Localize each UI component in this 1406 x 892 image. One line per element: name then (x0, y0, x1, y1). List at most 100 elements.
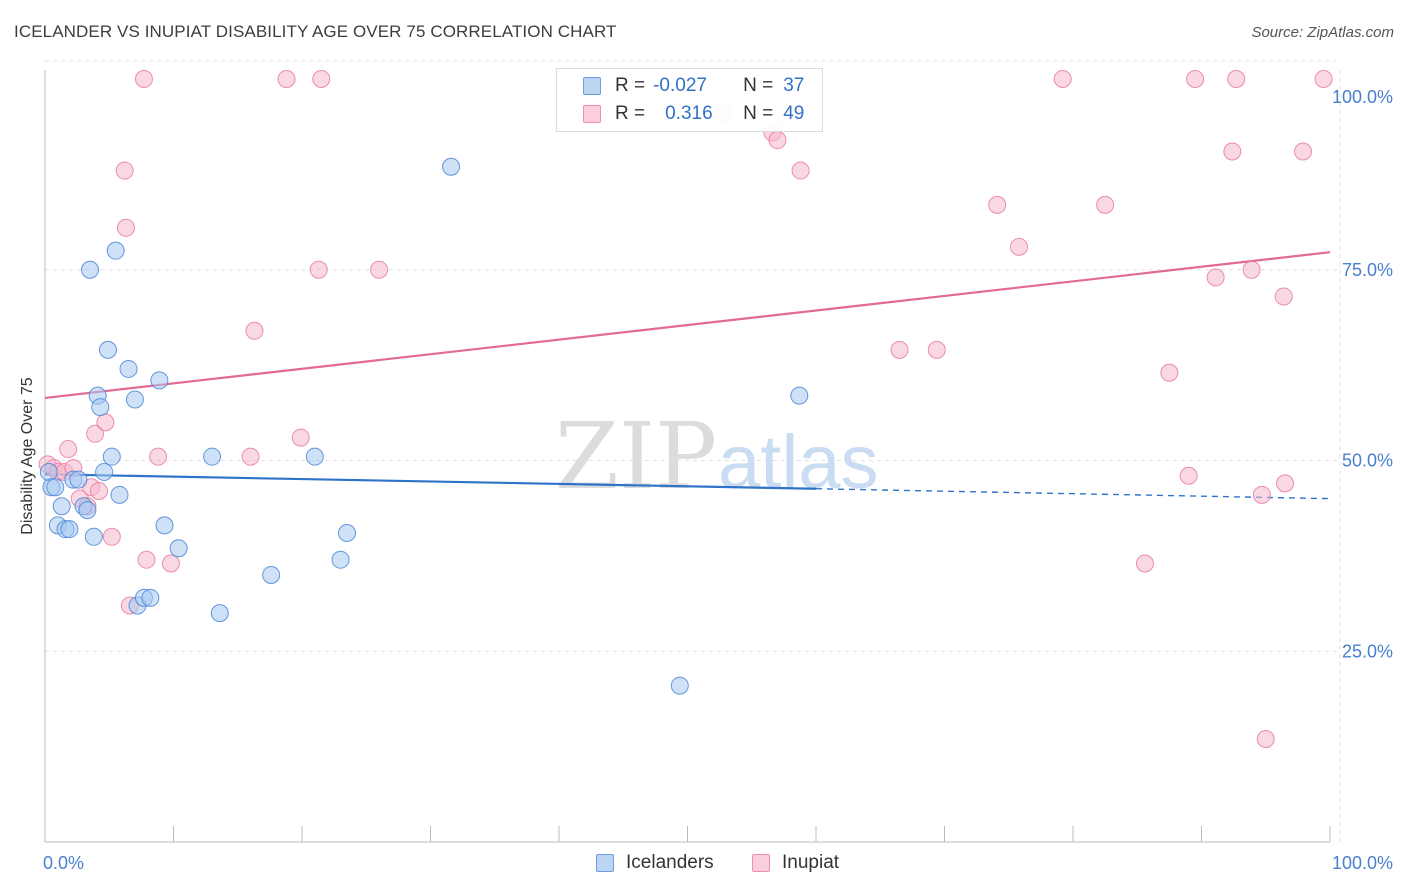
data-points (38, 70, 1333, 748)
icelander-point (262, 565, 281, 584)
n-value: 49 (783, 103, 805, 124)
chart-title: ICELANDER VS INUPIAT DISABILITY AGE OVER… (14, 22, 617, 41)
inupiat-point (102, 527, 121, 546)
icelander-point (102, 447, 121, 466)
inupiat-point (988, 195, 1007, 214)
inupiat-point (116, 218, 135, 237)
y-tick-label: 75.0% (1342, 260, 1393, 280)
icelander-point (80, 260, 99, 279)
icelander-point (203, 447, 222, 466)
legend-item-icelanders[interactable]: Icelanders (596, 852, 714, 874)
r-value: 0.316 (665, 103, 713, 124)
gridlines (45, 60, 1341, 842)
icelander-point (331, 550, 350, 569)
inupiat-point (1294, 142, 1313, 161)
r-label: R = (615, 75, 646, 96)
inupiat-point (1010, 237, 1029, 256)
icelander-point (39, 462, 58, 481)
icelanders-legend-swatch (596, 854, 614, 872)
icelander-point (119, 359, 138, 378)
inupiat-point (312, 70, 331, 88)
watermark: ZIP atlas (555, 403, 879, 510)
inupiat-point (791, 161, 810, 180)
icelander-point (150, 371, 169, 390)
inupiat-point (89, 482, 108, 501)
y-tick-label: 50.0% (1342, 451, 1393, 471)
inupiat-point (96, 413, 115, 432)
inupiat-point (241, 447, 260, 466)
inupiat-point (1186, 70, 1205, 88)
y-tick-label: 25.0% (1342, 641, 1393, 661)
inupiat-point (1314, 70, 1333, 88)
inupiat-point (291, 428, 310, 447)
inupiat-point (1227, 70, 1246, 88)
inupiat-legend-label: Inupiat (782, 852, 840, 873)
watermark-atlas: atlas (718, 420, 879, 505)
icelander-point (169, 539, 188, 558)
icelander-point (305, 447, 324, 466)
n-label: N = (743, 75, 774, 96)
icelander-point (110, 485, 129, 504)
inupiat-point (86, 424, 105, 443)
icelanders-legend-label: Icelanders (626, 852, 714, 873)
inupiat-point (1179, 466, 1198, 485)
icelander-point (52, 497, 71, 516)
icelander-point (78, 501, 97, 520)
inupiat-point (927, 340, 946, 359)
icelander-point (125, 390, 144, 409)
icelander-point (98, 340, 117, 359)
inupiat-point (161, 554, 180, 573)
icelander-point (155, 516, 174, 535)
r-value: -0.027 (653, 75, 707, 96)
icelander-point (337, 523, 356, 542)
inupiat-point (1135, 554, 1154, 573)
inupiat-point (1223, 142, 1242, 161)
inupiat-point (1252, 485, 1271, 504)
x-tick-label-start: 0.0% (43, 853, 84, 873)
icelander-point (91, 398, 110, 417)
n-value: 37 (783, 75, 805, 96)
inupiat-point (1160, 363, 1179, 382)
icelander-point (46, 478, 65, 497)
icelander-point (442, 157, 461, 176)
trend-lines (44, 251, 1331, 500)
icelander-point (69, 470, 88, 489)
inupiat-point (370, 260, 389, 279)
inupiat-point (768, 131, 787, 150)
icelander-point (670, 676, 689, 695)
inupiat-point (1242, 260, 1261, 279)
inupiat-point (1276, 474, 1295, 493)
watermark-zip: ZIP (555, 403, 717, 510)
icelander-trend-line (44, 473, 817, 490)
icelander-point (95, 462, 114, 481)
inupiat-point (245, 321, 264, 340)
inupiat-point (1256, 729, 1275, 748)
inupiat-swatch (583, 105, 601, 123)
legend-row-inupiat: R = 0.316 N = 49 (557, 101, 804, 127)
legend-item-inupiat[interactable]: Inupiat (752, 852, 839, 874)
r-label: R = (615, 103, 646, 124)
icelander-point (60, 520, 79, 539)
inupiat-point (1053, 70, 1072, 88)
icelander-point (84, 527, 103, 546)
inupiat-trend-line (44, 251, 1331, 400)
inupiat-point (277, 70, 296, 88)
icelander-point (790, 386, 809, 405)
legend-row-icelanders: R = -0.027 N = 37 (557, 73, 804, 99)
icelander-point (106, 241, 125, 260)
inupiat-point (149, 447, 168, 466)
n-label: N = (743, 103, 774, 124)
icelander-point (141, 588, 160, 607)
source-label: Source: ZipAtlas.com (1251, 24, 1394, 41)
inupiat-legend-swatch (752, 854, 770, 872)
tick-labels: 25.0% 50.0% 75.0% 100.0% 0.0% 100.0% (43, 87, 1393, 873)
inupiat-point (890, 340, 909, 359)
inupiat-point (1096, 195, 1115, 214)
icelander-point (210, 604, 229, 623)
inupiat-point (137, 550, 156, 569)
icelanders-swatch (583, 77, 601, 95)
inupiat-point (309, 260, 328, 279)
correlation-legend: R = -0.027 N = 37 R = 0.316 N = 49 (556, 68, 823, 132)
x-tick-label-end: 100.0% (1332, 853, 1393, 873)
